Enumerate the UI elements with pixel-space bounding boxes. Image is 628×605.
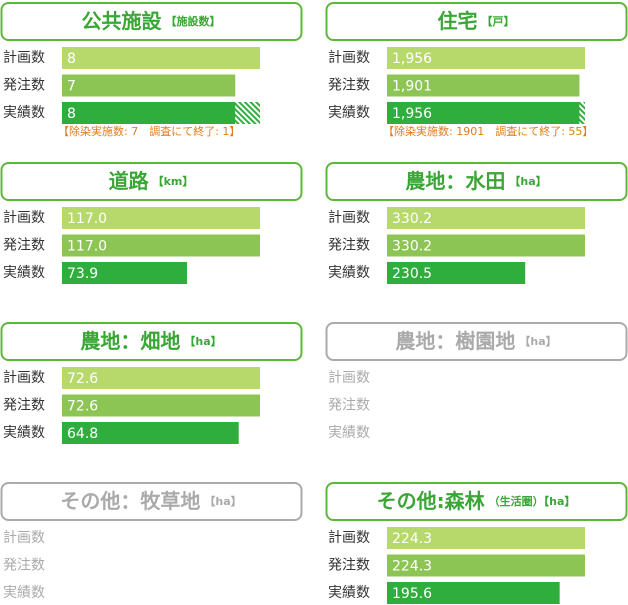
- bar-segment: [62, 102, 236, 124]
- category-label: 実績数: [3, 585, 45, 601]
- title-text: 公共施設: [82, 9, 163, 33]
- bar: [387, 527, 585, 549]
- bar: [62, 207, 260, 229]
- value-label: 224.3: [392, 531, 432, 547]
- bar: [387, 74, 580, 97]
- value-label: 117.0: [67, 239, 107, 255]
- panel-title: 農地：水田 【ha】: [405, 169, 546, 193]
- value-label: 117.0: [67, 211, 107, 227]
- category-label: 計画数: [3, 50, 45, 66]
- title-text: 農地：樹園地: [395, 329, 515, 353]
- panel-title-box: [0, 162, 303, 201]
- panel-title-box: [325, 162, 628, 201]
- unit-text: 【戸】: [482, 15, 515, 28]
- category-label: 実績数: [328, 265, 370, 281]
- category-label: 発注数: [3, 78, 45, 94]
- bar: [62, 394, 260, 417]
- panel-title: 農地：畑地 【ha】: [80, 329, 221, 353]
- panel-title: 農地：樹園地 【ha】: [395, 329, 556, 353]
- value-label: 224.3: [392, 559, 432, 575]
- value-label: 73.9: [67, 266, 98, 282]
- bar: [387, 207, 585, 229]
- value-label: 8: [67, 51, 76, 67]
- unit-text: 【km】: [153, 175, 194, 188]
- value-label: 230.5: [392, 266, 432, 282]
- bar: [62, 47, 260, 69]
- title-text: その他：牧草地: [60, 489, 200, 513]
- title-text: 住宅: [438, 9, 478, 33]
- category-label: 計画数: [328, 50, 370, 66]
- panel-title-box: [0, 482, 303, 521]
- title-text: 農地：畑地: [80, 329, 180, 353]
- category-label: 計画数: [3, 530, 45, 546]
- category-label: 計画数: [328, 210, 370, 226]
- panel-title: その他:森林 （生活圏）【ha】: [377, 489, 576, 513]
- category-label: 計画数: [328, 530, 370, 546]
- panel-title-box: [0, 2, 303, 41]
- bar: [62, 74, 236, 97]
- unit-text: 【ha】: [184, 335, 221, 348]
- value-label: 195.6: [392, 586, 432, 602]
- note: 【除染実施数: 1901 調査にて終了: 55】: [383, 124, 593, 138]
- bar: [62, 262, 188, 284]
- unit-text: （生活圏）【ha】: [489, 494, 576, 508]
- bar: [62, 234, 260, 257]
- title-text: 道路: [109, 169, 150, 193]
- category-label: 発注数: [3, 558, 45, 574]
- bar: [387, 234, 585, 257]
- panel-title: 公共施設 【施設数】: [82, 9, 221, 33]
- category-label: 実績数: [3, 265, 45, 281]
- value-label: 1,901: [392, 79, 432, 95]
- bar-segment: [579, 102, 585, 124]
- panel-title: 道路 【km】: [109, 169, 194, 193]
- bar: [62, 422, 239, 444]
- bar: [387, 554, 585, 577]
- value-label: 330.2: [392, 211, 432, 227]
- category-label: 実績数: [3, 105, 45, 121]
- panel-title-box: [325, 482, 628, 521]
- note: 【除染実施数: 7 調査にて終了: 1】: [58, 124, 240, 138]
- panel-title-box: [325, 2, 628, 41]
- unit-text: 【ha】: [509, 175, 546, 188]
- bar: [387, 582, 560, 604]
- category-label: 実績数: [328, 585, 370, 601]
- category-label: 発注数: [328, 238, 370, 254]
- unit-text: 【ha】: [519, 335, 556, 348]
- value-label: 72.6: [67, 399, 98, 415]
- category-label: 計画数: [328, 370, 370, 386]
- value-label: 64.8: [67, 426, 98, 442]
- value-label: 330.2: [392, 239, 432, 255]
- category-label: 実績数: [328, 105, 370, 121]
- panel-title: 住宅 【戸】: [438, 9, 515, 33]
- title-text: その他:森林: [377, 489, 485, 513]
- bar: [387, 262, 526, 284]
- title-text: 農地：水田: [405, 169, 505, 193]
- value-label: 1,956: [392, 51, 432, 67]
- bar: [62, 367, 260, 389]
- unit-text: 【ha】: [204, 495, 241, 508]
- category-label: 実績数: [3, 425, 45, 441]
- panel-title-box: [0, 322, 303, 361]
- category-label: 計画数: [3, 210, 45, 226]
- category-label: 発注数: [3, 398, 45, 414]
- unit-text: 【施設数】: [166, 14, 221, 28]
- category-label: 発注数: [328, 398, 370, 414]
- value-label: 8: [67, 106, 76, 122]
- category-label: 発注数: [3, 238, 45, 254]
- category-label: 発注数: [328, 78, 370, 94]
- panel-title: その他：牧草地 【ha】: [60, 489, 241, 513]
- value-label: 72.6: [67, 371, 98, 387]
- panel-title-box: [325, 322, 628, 361]
- category-label: 発注数: [328, 558, 370, 574]
- value-label: 1,956: [392, 106, 432, 122]
- bar: [387, 47, 585, 69]
- category-label: 実績数: [328, 425, 370, 441]
- bar-segment: [235, 102, 260, 124]
- value-label: 7: [67, 79, 76, 95]
- category-label: 計画数: [3, 370, 45, 386]
- bar-segment: [387, 102, 580, 124]
